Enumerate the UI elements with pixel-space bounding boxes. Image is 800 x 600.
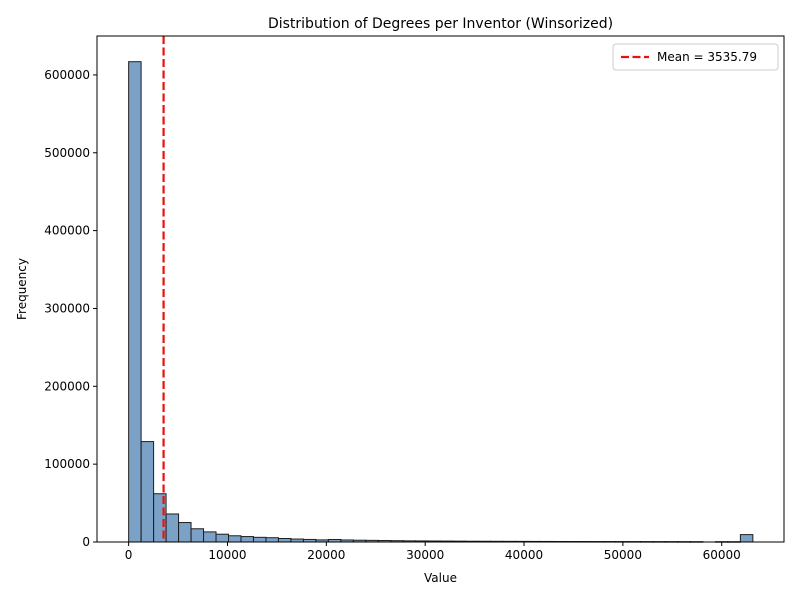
legend-label: Mean = 3535.79 bbox=[657, 50, 757, 64]
histogram-bar bbox=[190, 528, 205, 543]
histogram-bar bbox=[252, 536, 267, 543]
y-tick-label: 500000 bbox=[44, 146, 90, 160]
x-tick-label: 60000 bbox=[703, 548, 741, 562]
x-tick-label: 0 bbox=[125, 548, 133, 562]
histogram-bar bbox=[228, 535, 242, 543]
x-tick-label: 10000 bbox=[208, 548, 246, 562]
histogram-bar bbox=[140, 441, 155, 543]
histogram-bar bbox=[739, 534, 754, 543]
x-tick-label: 20000 bbox=[307, 548, 345, 562]
histogram-bar bbox=[178, 522, 192, 543]
chart-title: Distribution of Degrees per Inventor (Wi… bbox=[268, 16, 613, 32]
x-tick-label: 30000 bbox=[406, 548, 444, 562]
legend: Mean = 3535.79 bbox=[612, 43, 779, 71]
y-tick-label: 300000 bbox=[44, 301, 90, 315]
axes-frame bbox=[96, 35, 785, 543]
y-tick-label: 400000 bbox=[44, 224, 90, 238]
histogram-bar bbox=[265, 537, 279, 543]
y-tick-label: 0 bbox=[82, 535, 90, 549]
y-axis-ticks: 0 100000 200000 300000 400000 500000 600000 bbox=[44, 68, 97, 549]
x-tick-label: 50000 bbox=[604, 548, 642, 562]
x-axis-ticks: 0 10000 20000 30000 40000 50000 60000 bbox=[125, 542, 741, 562]
legend-box bbox=[612, 43, 779, 71]
histogram-bar bbox=[215, 533, 230, 543]
y-tick-label: 100000 bbox=[44, 457, 90, 471]
histogram-bar bbox=[203, 531, 217, 543]
histogram-bar bbox=[240, 536, 254, 543]
y-tick-label: 600000 bbox=[44, 68, 90, 82]
y-axis-label: Frequency bbox=[15, 258, 29, 320]
histogram-bar bbox=[165, 513, 180, 543]
histogram-bar bbox=[128, 61, 142, 543]
x-tick-label: 40000 bbox=[505, 548, 543, 562]
bars-group bbox=[128, 61, 754, 543]
histogram-bar bbox=[277, 537, 292, 543]
x-axis-label: Value bbox=[424, 571, 457, 585]
y-tick-label: 200000 bbox=[44, 379, 90, 393]
